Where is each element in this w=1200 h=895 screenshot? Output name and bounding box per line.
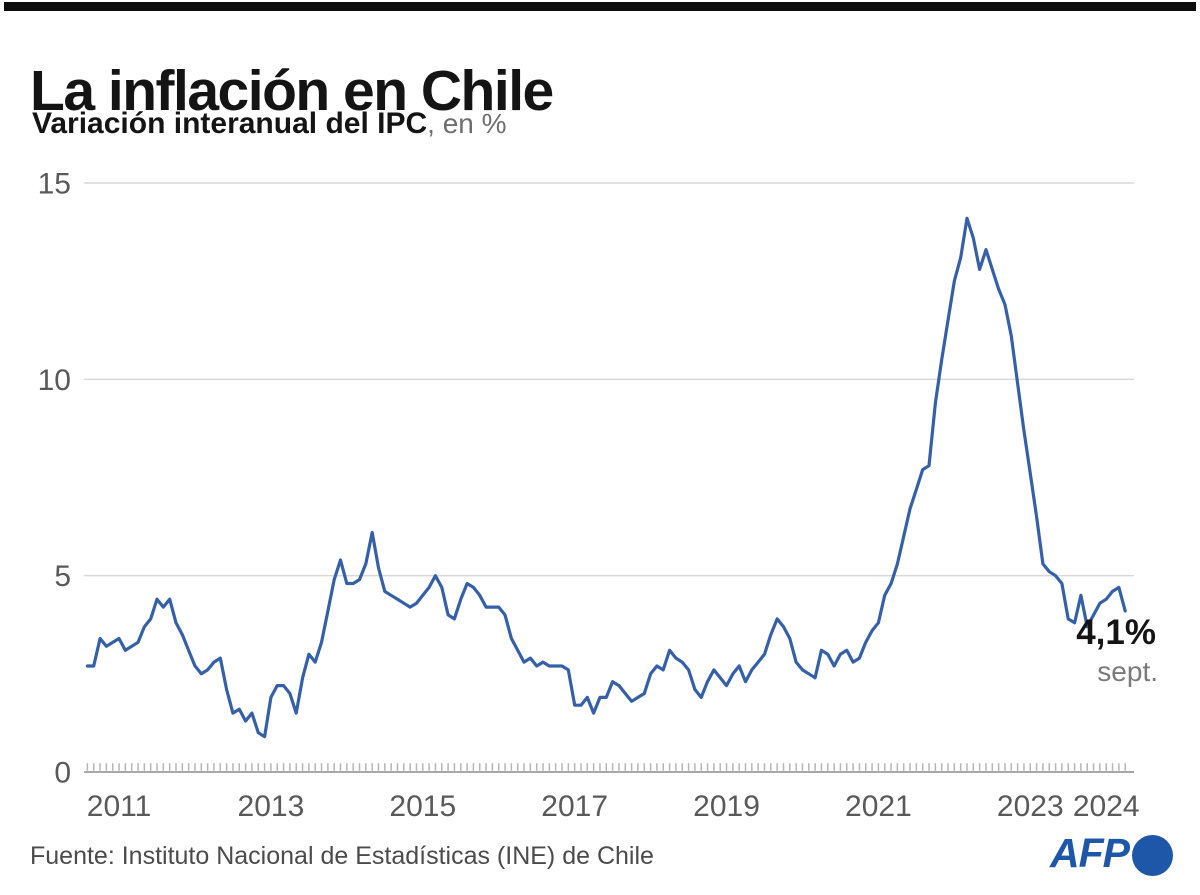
x-axis-label-2019: 2019 [693, 790, 760, 823]
afp-logo-text: AFP [1050, 829, 1130, 876]
x-axis-label-2024: 2024 [1073, 790, 1140, 823]
afp-logo: AFP [1050, 829, 1173, 877]
ipc-line-series [85, 216, 1127, 739]
y-axis-label-10: 10 [38, 364, 71, 397]
latest-value-period: sept. [1097, 655, 1158, 687]
y-axis-label-0: 0 [54, 757, 71, 790]
x-axis-label-2017: 2017 [541, 790, 608, 823]
x-axis-label-2015: 2015 [389, 790, 456, 823]
subtitle-bold-text: Variación interanual del IPC [32, 107, 428, 140]
x-axis-label-2021: 2021 [845, 790, 912, 823]
x-axis-label-2011: 2011 [87, 790, 152, 823]
source-credit: Fuente: Instituto Nacional de Estadístic… [30, 842, 654, 870]
y-axis-label-15: 15 [38, 167, 71, 200]
latest-value-label: 4,1% [1076, 613, 1156, 652]
latest-value-annotation: 4,1% sept. [1040, 613, 1158, 687]
subtitle-unit-text: , en % [427, 108, 507, 139]
y-axis-label-5: 5 [54, 560, 71, 593]
x-axis-label-2023: 2023 [997, 790, 1064, 823]
x-axis-label-2013: 2013 [238, 790, 305, 823]
chart-subtitle: Variación interanual del IPC, en % [32, 106, 507, 142]
afp-logo-circle-icon [1132, 834, 1173, 876]
top-accent-bar [4, 2, 1196, 11]
page-title: La inflación en Chile [30, 59, 554, 124]
